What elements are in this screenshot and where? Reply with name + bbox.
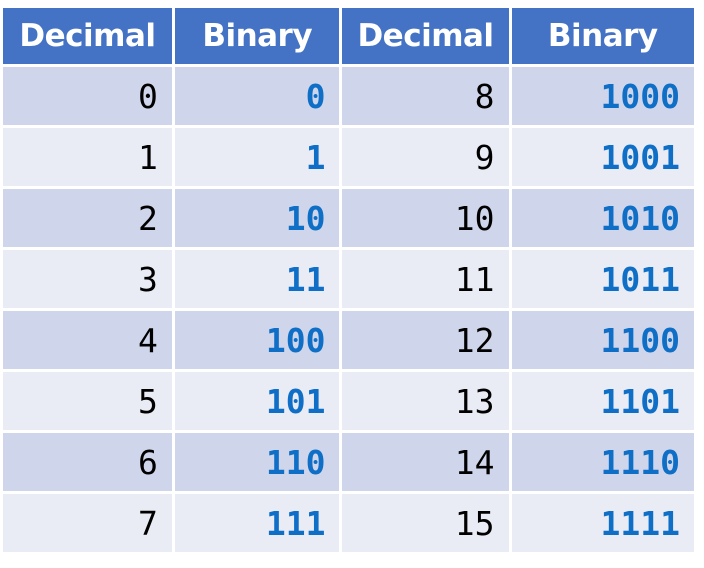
binary-cell: 1111 <box>511 494 694 552</box>
table-row: 7 111 15 1111 <box>3 494 694 552</box>
decimal-cell: 11 <box>342 250 509 308</box>
table-row: 2 10 10 1010 <box>3 189 694 247</box>
table-row: 6 110 14 1110 <box>3 433 694 491</box>
decimal-cell: 14 <box>342 433 509 491</box>
binary-cell: 1101 <box>511 372 694 430</box>
decimal-cell: 13 <box>342 372 509 430</box>
binary-cell: 1011 <box>511 250 694 308</box>
binary-cell: 1000 <box>511 67 694 125</box>
decimal-binary-table-container: Decimal Binary Decimal Binary 0 0 8 1000… <box>3 8 700 552</box>
decimal-cell: 4 <box>3 311 172 369</box>
decimal-cell: 2 <box>3 189 172 247</box>
binary-cell: 0 <box>174 67 340 125</box>
decimal-cell: 15 <box>342 494 509 552</box>
decimal-cell: 6 <box>3 433 172 491</box>
table-row: 5 101 13 1101 <box>3 372 694 430</box>
header-decimal-right: Decimal <box>342 8 509 64</box>
decimal-cell: 8 <box>342 67 509 125</box>
table-row: 4 100 12 1100 <box>3 311 694 369</box>
decimal-cell: 7 <box>3 494 172 552</box>
table-row: 3 11 11 1011 <box>3 250 694 308</box>
binary-cell: 1100 <box>511 311 694 369</box>
decimal-cell: 3 <box>3 250 172 308</box>
decimal-binary-table: Decimal Binary Decimal Binary 0 0 8 1000… <box>0 5 697 555</box>
binary-cell: 100 <box>174 311 340 369</box>
decimal-cell: 9 <box>342 128 509 186</box>
header-decimal-left: Decimal <box>3 8 172 64</box>
decimal-cell: 10 <box>342 189 509 247</box>
header-binary-left: Binary <box>174 8 340 64</box>
binary-cell: 1 <box>174 128 340 186</box>
binary-cell: 101 <box>174 372 340 430</box>
binary-cell: 11 <box>174 250 340 308</box>
binary-cell: 110 <box>174 433 340 491</box>
decimal-cell: 0 <box>3 67 172 125</box>
binary-cell: 1001 <box>511 128 694 186</box>
decimal-cell: 5 <box>3 372 172 430</box>
binary-cell: 1110 <box>511 433 694 491</box>
decimal-cell: 12 <box>342 311 509 369</box>
table-row: 0 0 8 1000 <box>3 67 694 125</box>
header-row: Decimal Binary Decimal Binary <box>3 8 694 64</box>
header-binary-right: Binary <box>511 8 694 64</box>
binary-cell: 10 <box>174 189 340 247</box>
decimal-cell: 1 <box>3 128 172 186</box>
binary-cell: 1010 <box>511 189 694 247</box>
table-row: 1 1 9 1001 <box>3 128 694 186</box>
binary-cell: 111 <box>174 494 340 552</box>
